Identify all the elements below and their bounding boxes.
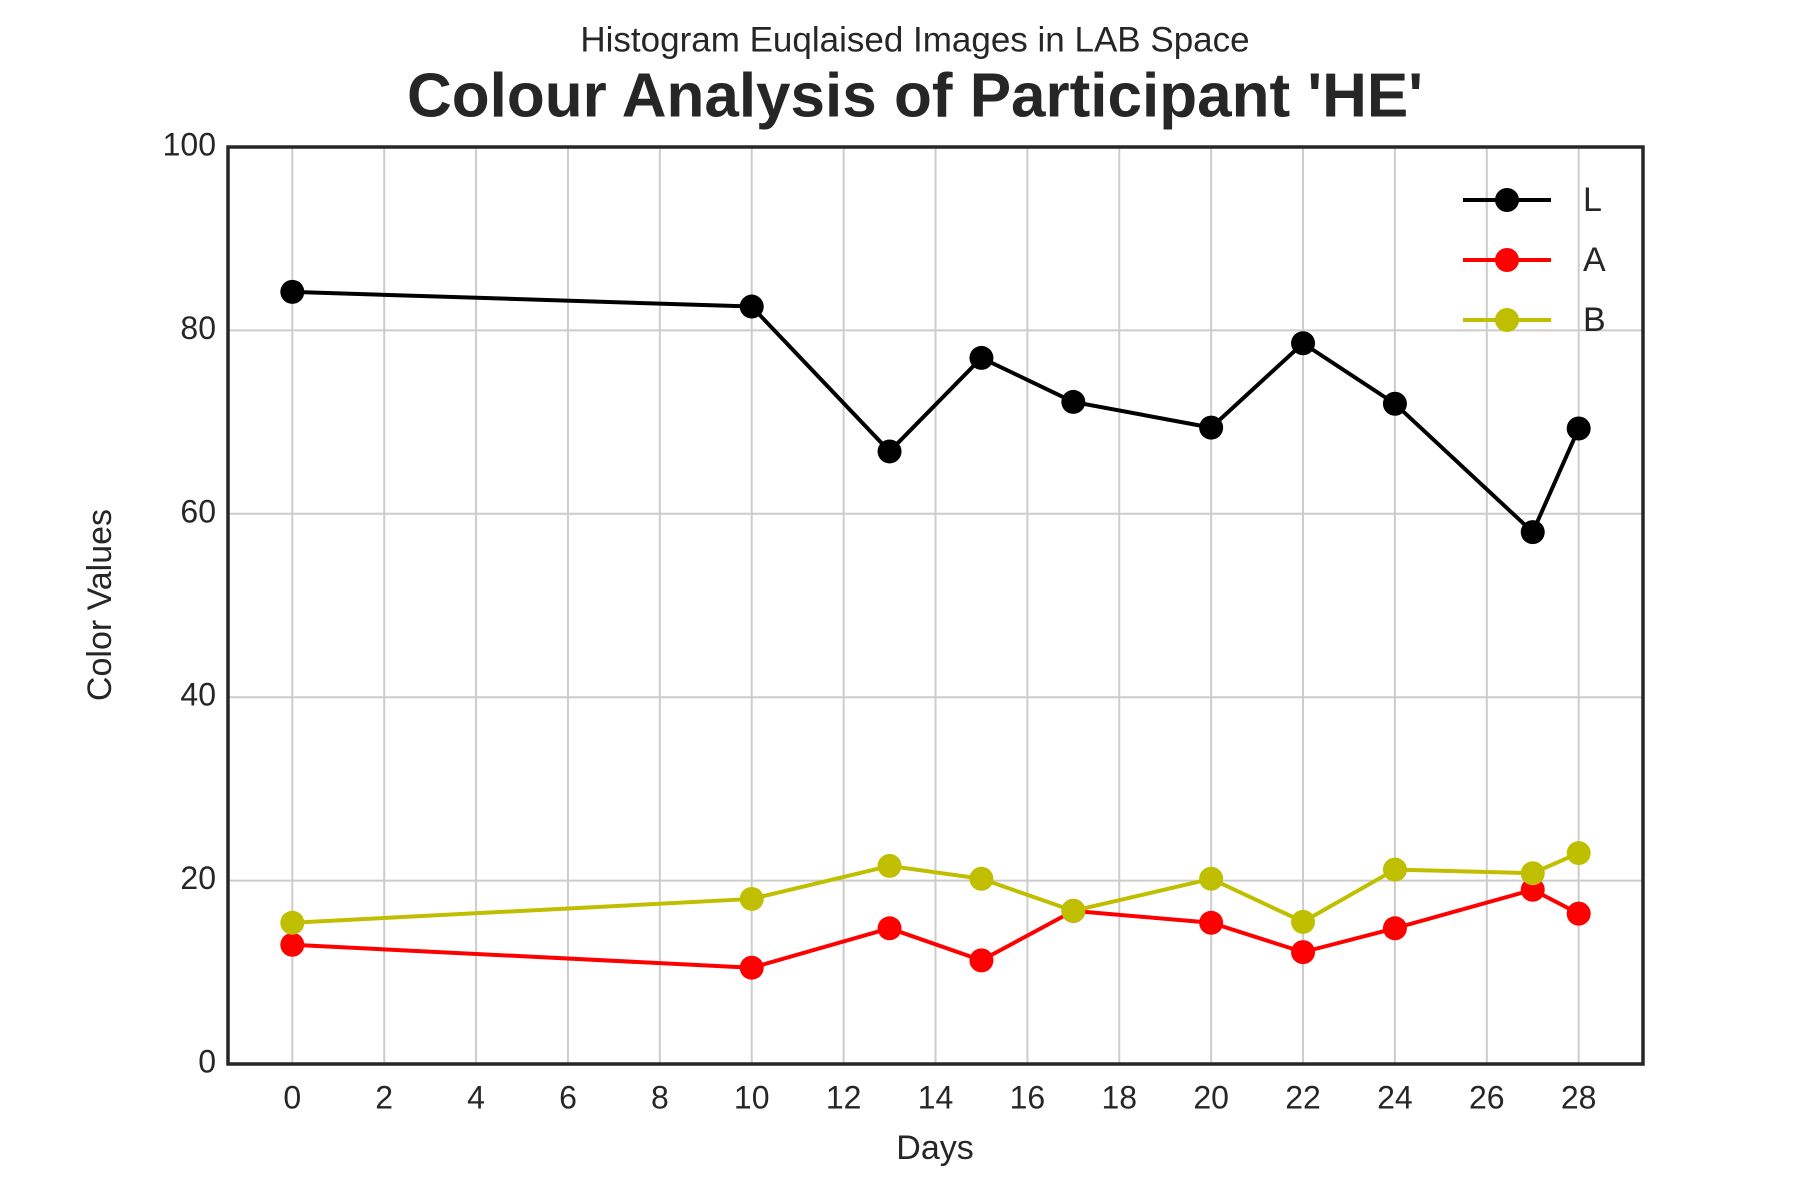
- data-point: [877, 853, 902, 878]
- data-point: [739, 294, 764, 319]
- x-tick-label: 4: [467, 1079, 485, 1115]
- x-tick-label: 22: [1285, 1079, 1321, 1115]
- x-tick-label: 16: [1010, 1079, 1046, 1115]
- series-line: [292, 289, 1581, 535]
- x-tick-label: 2: [375, 1079, 393, 1115]
- data-point: [1382, 916, 1407, 941]
- chart-subtitle: Histogram Euqlaised Images in LAB Space: [580, 20, 1249, 59]
- x-tick-label: 12: [826, 1079, 862, 1115]
- data-point: [280, 279, 305, 304]
- data-point: [1291, 331, 1316, 356]
- data-point: [1566, 901, 1591, 926]
- y-axis-label: Color Values: [81, 509, 119, 701]
- x-tick-label: 26: [1469, 1079, 1505, 1115]
- data-point: [1566, 841, 1591, 866]
- x-tick-label: 28: [1561, 1079, 1597, 1115]
- x-tick-label: 10: [734, 1079, 770, 1115]
- data-point: [1199, 866, 1224, 891]
- data-point: [1382, 391, 1407, 416]
- data-point: [1520, 877, 1545, 902]
- chart-title: Colour Analysis of Participant 'HE': [407, 61, 1423, 130]
- x-tick-label: 0: [283, 1079, 301, 1115]
- data-point: [969, 866, 994, 891]
- plot-area: [280, 279, 1591, 980]
- x-tick-label: 20: [1193, 1079, 1229, 1115]
- y-tick-label: 20: [180, 860, 216, 896]
- x-tick-label: 24: [1377, 1079, 1413, 1115]
- data-point: [1291, 909, 1316, 934]
- data-point: [969, 948, 994, 973]
- plot-frame: [226, 145, 1645, 1066]
- legend: LAB: [1463, 181, 1606, 339]
- y-tick-label: 100: [163, 126, 216, 162]
- legend-marker: [1495, 188, 1519, 212]
- data-point: [1061, 898, 1086, 923]
- data-point: [1566, 416, 1591, 441]
- y-tick-label: 0: [198, 1043, 216, 1079]
- data-point: [877, 916, 902, 941]
- data-point: [1061, 389, 1086, 414]
- x-tick-label: 8: [651, 1079, 669, 1115]
- data-point: [280, 910, 305, 935]
- data-point: [1199, 415, 1224, 440]
- x-tick-label: 14: [918, 1079, 954, 1115]
- data-point: [1291, 940, 1316, 965]
- y-tick-label: 60: [180, 493, 216, 529]
- legend-label: B: [1583, 301, 1606, 339]
- x-tick-label: 18: [1101, 1079, 1137, 1115]
- data-point: [280, 932, 305, 957]
- data-point: [969, 345, 994, 370]
- data-point: [739, 955, 764, 980]
- x-tick-label: 6: [559, 1079, 577, 1115]
- legend-label: L: [1583, 181, 1602, 219]
- x-axis-label: Days: [896, 1129, 973, 1167]
- data-point: [739, 886, 764, 911]
- y-tick-label: 80: [180, 310, 216, 346]
- legend-label: A: [1583, 241, 1606, 279]
- data-point: [877, 439, 902, 464]
- legend-marker: [1495, 308, 1519, 332]
- data-point: [1199, 910, 1224, 935]
- series-line: [292, 887, 1580, 970]
- y-tick-label: 40: [180, 677, 216, 713]
- data-point: [1520, 861, 1545, 886]
- data-point: [1520, 520, 1545, 545]
- data-point: [1382, 857, 1407, 882]
- legend-marker: [1495, 248, 1519, 272]
- grid: [228, 146, 1643, 1065]
- series-line: [292, 851, 1580, 925]
